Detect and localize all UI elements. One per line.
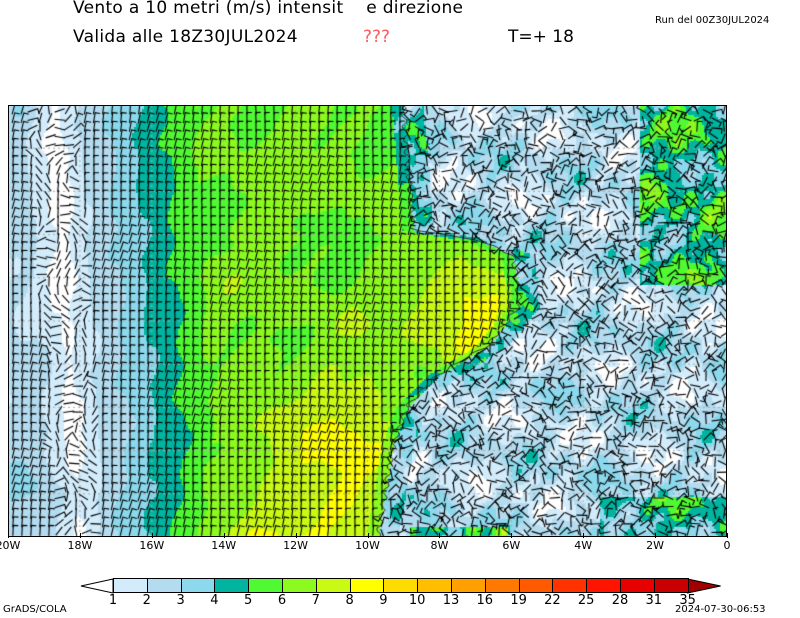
legend-level-label: 3 [176, 593, 185, 608]
x-tick-label: 10W [355, 539, 380, 552]
x-tick [727, 533, 728, 538]
x-tick [511, 533, 513, 538]
legend-level-label: 25 [577, 593, 595, 608]
wind-field-map [8, 105, 727, 537]
legend-swatch [180, 578, 216, 593]
x-tick-label: 0 [723, 539, 731, 552]
legend-level-label: 7 [311, 593, 320, 608]
x-tick [655, 533, 657, 538]
x-tick [295, 533, 297, 538]
legend-level-label: 35 [679, 593, 696, 608]
map-title: Vento a 10 metri (m/s) intensit e direzi… [73, 0, 464, 18]
unknown-marker: ??? [363, 27, 391, 47]
legend-swatch [484, 578, 520, 593]
legend-swatch [315, 578, 351, 593]
legend-level-label: 19 [510, 593, 527, 608]
legend-level-label: 9 [379, 593, 388, 608]
valid-time: Valida alle 18Z30JUL2024 [73, 27, 298, 47]
x-tick-label: 12W [283, 539, 309, 552]
x-tick-label: 4W [574, 539, 593, 552]
legend-below-arrow [80, 578, 114, 594]
legend-level-label: 28 [611, 593, 629, 608]
x-tick [151, 533, 153, 538]
legend-swatch [518, 578, 554, 593]
legend-level-label: 1 [108, 593, 118, 608]
x-tick [367, 533, 369, 538]
x-tick-label: 16W [139, 539, 165, 552]
legend-level-label: 8 [345, 593, 354, 608]
legend-level-label: 10 [408, 593, 426, 608]
x-tick-label: 20W [0, 539, 21, 552]
legend-swatch [383, 578, 419, 593]
x-tick [8, 533, 9, 538]
legend-above-arrow [687, 578, 721, 594]
forecast-step: T=+ 18 [508, 27, 574, 47]
legend-swatch [146, 578, 182, 593]
legend-level-label: 5 [244, 593, 253, 608]
legend-level-label: 16 [476, 593, 494, 608]
x-tick-label: 8W [430, 539, 449, 552]
x-tick-label: 2W [646, 539, 665, 552]
x-tick [583, 533, 585, 538]
legend-swatch [653, 578, 689, 593]
run-time: Run del 00Z30JUL2024 [655, 15, 770, 26]
legend-level-label: 31 [645, 593, 663, 608]
creation-timestamp: 2024-07-30-06:53 [675, 604, 766, 615]
x-tick [79, 533, 81, 538]
x-tick-label: 18W [67, 539, 93, 552]
legend-swatch [214, 578, 250, 593]
x-tick-label: 14W [211, 539, 237, 552]
software-credit: GrADS/COLA [3, 604, 67, 615]
legend-swatch [417, 578, 452, 593]
legend-swatch [552, 578, 588, 593]
legend-swatch [113, 578, 148, 593]
legend-level-label: 13 [442, 593, 460, 608]
legend-swatch [451, 578, 486, 593]
legend-level-label: 22 [544, 593, 561, 608]
legend-level-label: 2 [142, 593, 151, 608]
legend-swatch [349, 578, 385, 593]
legend-swatch [586, 578, 621, 593]
x-tick [223, 533, 225, 538]
legend-swatch [248, 578, 283, 593]
x-tick [439, 533, 441, 538]
legend-level-label: 6 [277, 593, 287, 608]
legend-swatch [282, 578, 317, 593]
x-tick-label: 6W [502, 539, 521, 552]
legend-level-label: 4 [210, 593, 219, 608]
legend-swatch [620, 578, 655, 593]
